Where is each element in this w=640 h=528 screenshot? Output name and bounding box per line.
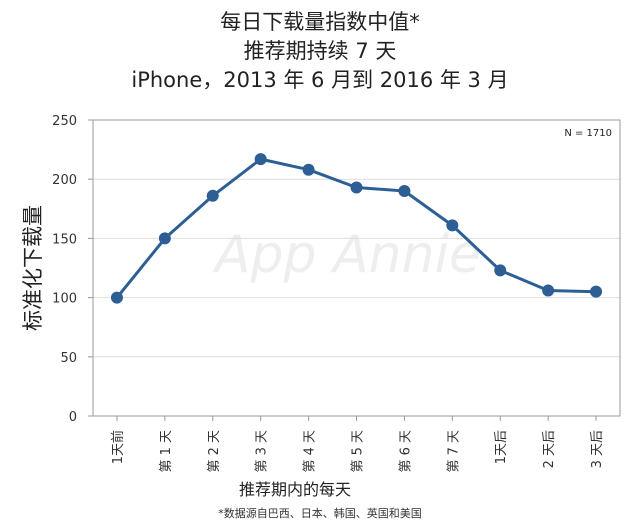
y-tick-label: 250: [52, 114, 77, 129]
watermark: App Annie: [212, 225, 481, 285]
title-line-3: iPhone，2013 年 6 月到 2016 年 3 月: [131, 68, 509, 92]
x-tick-label: 第 6 天: [398, 430, 413, 473]
data-point: [398, 185, 411, 198]
data-point: [494, 264, 507, 277]
data-point: [590, 285, 603, 298]
y-tick-label: 50: [60, 351, 77, 366]
x-tick-label: 第 5 天: [351, 430, 366, 473]
y-axis-title: 标准化下载量: [21, 205, 45, 331]
x-tick-label: 第 4 天: [303, 430, 318, 473]
x-tick-label: 第 3 天: [255, 430, 270, 473]
data-point: [302, 163, 315, 176]
x-tick-label: 1天前: [110, 430, 126, 464]
x-axis-title: 推荐期内的每天: [239, 480, 351, 499]
x-tick-label: 3 天后: [590, 430, 605, 468]
x-tick-label: 2 天后: [542, 430, 557, 468]
y-tick-label: 200: [52, 173, 77, 188]
title-line-1: 每日下载量指数中值*: [220, 10, 420, 34]
data-point: [350, 181, 363, 194]
data-point: [542, 284, 555, 297]
x-tick-label: 第 2 天: [207, 430, 222, 473]
y-tick-label: 100: [52, 292, 77, 307]
x-tick-label: 第 1 天: [159, 430, 174, 473]
data-point: [110, 291, 123, 304]
data-point: [254, 153, 267, 166]
footnote: *数据源自巴西、日本、韩国、英国和美国: [218, 507, 422, 520]
title-line-2: 推荐期持续 7 天: [243, 39, 397, 63]
data-point: [158, 232, 171, 245]
data-point: [446, 219, 459, 232]
data-point: [206, 189, 219, 202]
y-tick-label: 150: [52, 232, 77, 247]
sample-size-annotation: N = 1710: [564, 128, 612, 139]
x-tick-label: 1天后: [494, 430, 509, 464]
chart-title: 每日下载量指数中值* 推荐期持续 7 天 iPhone，2013 年 6 月到 …: [0, 8, 640, 95]
x-tick-label: 第 7 天: [446, 430, 461, 473]
y-tick-label: 0: [69, 410, 77, 425]
